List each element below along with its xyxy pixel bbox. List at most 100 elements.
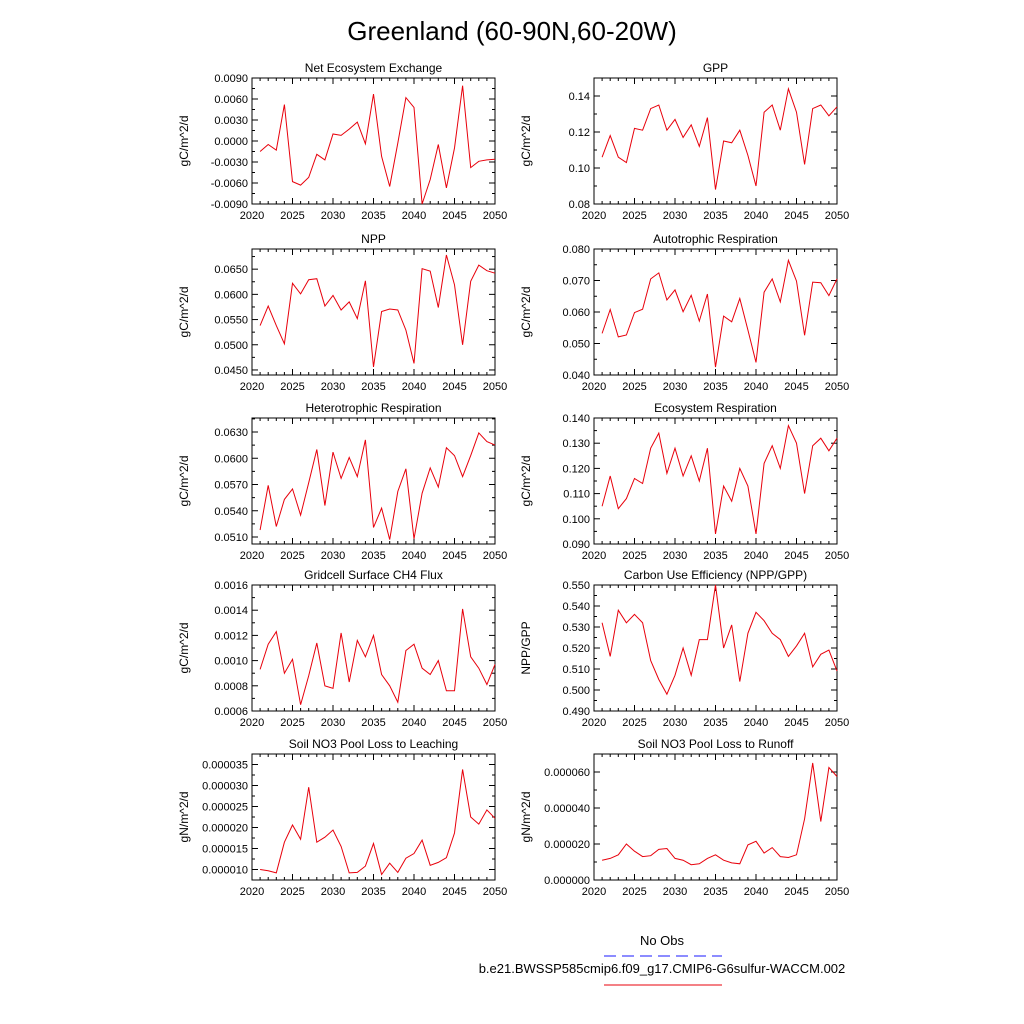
y-tick-label: 0.510 [562, 664, 590, 676]
y-tick-label: 0.000025 [202, 802, 248, 814]
x-tick-label: 2040 [402, 886, 426, 898]
series-line [601, 584, 838, 696]
y-tick-label: 0.0550 [214, 315, 248, 327]
x-tick-label: 2050 [825, 210, 849, 222]
panel-2: GPP gC/m^2/d 2020 2025 2030 2035 2040 2045 2050 0… [519, 61, 849, 222]
x-tick-label: 2020 [582, 550, 606, 562]
x-tick-label: 2040 [402, 717, 426, 729]
y-tick-label: 0.080 [562, 244, 590, 256]
x-tick-label: 2035 [703, 381, 727, 393]
y-tick-label: 0.10 [569, 163, 590, 175]
panel-title: Soil NO3 Pool Loss to Runoff [638, 737, 795, 751]
panel-9: Soil NO3 Pool Loss to Leaching gN/m^2/d 20… [177, 737, 507, 898]
x-tick-label: 2040 [744, 550, 768, 562]
x-tick-label: 2030 [321, 550, 345, 562]
figure-title: Greenland (60-90N,60-20W) [347, 16, 677, 46]
y-tick-label: 0.000020 [544, 839, 590, 851]
x-tick-label: 2020 [582, 717, 606, 729]
x-tick-label: 2040 [402, 381, 426, 393]
panel-title: NPP [361, 232, 386, 246]
y-axis-label: gC/m^2/d [519, 456, 533, 507]
y-tick-label: 0.08 [569, 199, 590, 211]
x-tick-label: 2045 [442, 381, 466, 393]
series-line [601, 258, 838, 368]
series-line [601, 86, 838, 190]
x-tick-label: 2045 [784, 717, 808, 729]
x-tick-label: 2040 [402, 210, 426, 222]
x-tick-label: 2025 [622, 210, 646, 222]
x-tick-label: 2050 [483, 381, 507, 393]
y-tick-label: 0.14 [569, 91, 590, 103]
y-tick-label: 0.0060 [214, 94, 248, 106]
x-tick-label: 2040 [744, 381, 768, 393]
plot-frame [593, 417, 838, 545]
x-tick-label: 2025 [622, 381, 646, 393]
y-tick-label: 0.0016 [214, 580, 248, 592]
x-tick-label: 2040 [744, 886, 768, 898]
x-tick-label: 2020 [582, 381, 606, 393]
y-tick-label: 0.000060 [544, 767, 590, 779]
plot-frame [593, 753, 838, 881]
legend: No Obs b.e21.BWSSP585cmip6.f09_g17.CMIP6… [479, 933, 845, 986]
x-tick-label: 2030 [321, 717, 345, 729]
x-tick-label: 2025 [280, 381, 304, 393]
x-tick-label: 2030 [663, 886, 687, 898]
y-tick-label: -0.0060 [211, 178, 248, 190]
x-tick-label: 2035 [703, 886, 727, 898]
series-line [601, 423, 838, 534]
panel-title: Net Ecosystem Exchange [305, 61, 443, 75]
x-tick-label: 2020 [240, 210, 264, 222]
panel-8: Carbon Use Efficiency (NPP/GPP) NPP/GPP 20… [519, 568, 849, 729]
y-tick-label: 0.090 [562, 539, 590, 551]
x-tick-label: 2020 [240, 381, 264, 393]
panel-3: NPP gC/m^2/d 2020 2025 2030 2035 2040 2045 2050 0… [177, 232, 507, 393]
series-line [601, 762, 838, 866]
series-line [259, 254, 496, 367]
x-tick-label: 2025 [622, 886, 646, 898]
x-tick-label: 2050 [483, 717, 507, 729]
panel-title: Heterotrophic Respiration [305, 401, 441, 415]
x-tick-label: 2020 [582, 210, 606, 222]
x-tick-label: 2035 [361, 550, 385, 562]
y-tick-label: -0.0090 [211, 199, 248, 211]
x-tick-label: 2035 [703, 717, 727, 729]
panels: Net Ecosystem Exchange gC/m^2/d 2020 2025 20… [177, 61, 849, 898]
y-tick-label: 0.0600 [214, 289, 248, 301]
y-tick-label: 0.140 [562, 413, 590, 425]
y-axis-label: gC/m^2/d [177, 287, 191, 338]
x-tick-label: 2040 [744, 210, 768, 222]
x-tick-label: 2050 [825, 550, 849, 562]
x-tick-label: 2045 [442, 550, 466, 562]
y-tick-label: 0.060 [562, 307, 590, 319]
x-tick-label: 2045 [784, 886, 808, 898]
y-tick-label: 0.520 [562, 643, 590, 655]
series-line [259, 431, 496, 540]
x-tick-label: 2030 [663, 550, 687, 562]
y-tick-label: 0.540 [562, 601, 590, 613]
y-axis-label: gC/m^2/d [519, 116, 533, 167]
y-tick-label: 0.0570 [214, 480, 248, 492]
panel-7: Gridcell Surface CH4 Flux gC/m^2/d 2020 202… [177, 568, 507, 729]
y-tick-label: 0.550 [562, 580, 590, 592]
panel-title: Gridcell Surface CH4 Flux [304, 568, 443, 582]
y-axis-label: gC/m^2/d [177, 456, 191, 507]
panel-title: Soil NO3 Pool Loss to Leaching [289, 737, 458, 751]
x-tick-label: 2035 [361, 717, 385, 729]
x-tick-label: 2050 [483, 210, 507, 222]
x-tick-label: 2045 [442, 886, 466, 898]
y-tick-label: 0.000015 [202, 844, 248, 856]
x-tick-label: 2030 [663, 210, 687, 222]
y-axis-label: gC/m^2/d [177, 623, 191, 674]
x-tick-label: 2050 [483, 886, 507, 898]
y-tick-label: 0.0008 [214, 681, 248, 693]
y-tick-label: 0.050 [562, 339, 590, 351]
y-tick-label: 0.0600 [214, 453, 248, 465]
x-tick-label: 2030 [321, 381, 345, 393]
y-tick-label: 0.100 [562, 514, 590, 526]
x-tick-label: 2040 [744, 717, 768, 729]
y-tick-label: 0.0510 [214, 532, 248, 544]
x-tick-label: 2025 [280, 717, 304, 729]
panel-6: Ecosystem Respiration gC/m^2/d 2020 2025 203… [519, 401, 849, 562]
x-tick-label: 2030 [663, 717, 687, 729]
